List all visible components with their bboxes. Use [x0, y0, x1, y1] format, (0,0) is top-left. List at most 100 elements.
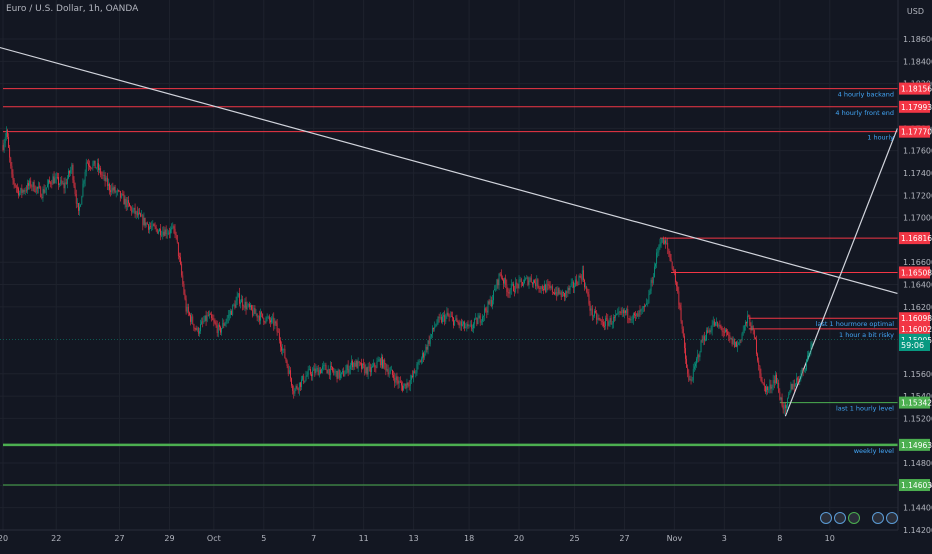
time-tick-label: 13: [409, 534, 419, 543]
event-marker-icon[interactable]: [820, 512, 832, 524]
candle-body: [278, 332, 280, 341]
candle-body: [31, 186, 33, 188]
price-tick-label: 1.16400: [903, 281, 932, 290]
candle-body: [91, 167, 93, 169]
candle-body: [520, 279, 522, 282]
candle-body: [657, 251, 659, 253]
candle-body: [743, 325, 745, 331]
candle-body: [337, 369, 339, 379]
candle-body: [419, 361, 421, 363]
currency-label[interactable]: USD: [906, 7, 924, 16]
candle-body: [94, 160, 96, 169]
time-tick-label: 5: [261, 534, 266, 543]
candle-body: [288, 370, 290, 374]
candle-body: [719, 325, 721, 327]
candle-body: [53, 176, 55, 184]
candle-body: [15, 186, 17, 188]
candle-body: [236, 296, 238, 301]
candle-body: [383, 359, 385, 368]
candle-body: [166, 233, 168, 235]
event-markers[interactable]: [820, 512, 862, 526]
event-marker-icon[interactable]: [848, 512, 860, 524]
candle-body: [470, 324, 472, 329]
candle-body: [665, 240, 666, 244]
candle-body: [334, 371, 336, 373]
candle-body: [393, 374, 395, 378]
event-marker-icon[interactable]: [834, 512, 846, 524]
price-tag-label: 1.16002: [901, 325, 932, 334]
candle-body: [47, 184, 48, 188]
candle-body: [607, 318, 609, 326]
candle-body: [93, 160, 95, 164]
candle-body: [253, 307, 255, 316]
candle-body: [165, 229, 167, 235]
candle-body: [569, 286, 571, 291]
candle-body: [140, 213, 141, 217]
candle-body: [316, 368, 318, 369]
symbol-title[interactable]: Euro / U.S. Dollar, 1h, OANDA: [6, 4, 139, 14]
candle-body: [7, 130, 8, 137]
candle-body: [364, 364, 366, 374]
candle-body: [771, 386, 773, 389]
candle-body: [291, 378, 292, 386]
candle-body: [468, 325, 470, 326]
candle-body: [78, 203, 79, 211]
candle-body: [74, 186, 76, 195]
candle-body: [761, 380, 763, 383]
candle-body: [261, 312, 262, 314]
candle-body: [30, 180, 32, 187]
candle-body: [396, 376, 398, 381]
candle-body: [630, 319, 632, 321]
candle-body: [599, 318, 601, 320]
candle-body: [680, 307, 682, 322]
candle-body: [556, 291, 558, 296]
candle-body: [718, 325, 720, 327]
candle-body: [768, 389, 770, 391]
time-tick-label: 29: [164, 534, 174, 543]
candle-body: [44, 189, 46, 193]
candle-body: [129, 203, 130, 207]
candle-body: [646, 303, 648, 305]
candle-body: [331, 366, 332, 367]
candle-body: [386, 369, 388, 371]
candle-body: [604, 326, 605, 327]
event-marker-icon[interactable]: [872, 512, 884, 524]
candle-body: [8, 136, 9, 148]
candle-body: [43, 189, 45, 193]
candle-body: [85, 162, 87, 173]
event-markers-2[interactable]: [872, 512, 900, 526]
candle-body: [146, 222, 148, 225]
candle-body: [524, 279, 525, 284]
candle-body: [515, 282, 517, 292]
candle-body: [670, 258, 672, 262]
candle-body: [700, 340, 702, 353]
candle-body: [705, 340, 706, 341]
candle-body: [280, 340, 281, 347]
candle-body: [745, 321, 746, 326]
candle-body: [474, 318, 476, 324]
plot-background[interactable]: [0, 0, 898, 530]
candle-body: [354, 362, 356, 367]
price-tag-label: 1.15342: [901, 399, 932, 408]
candle-body: [86, 162, 88, 164]
candle-body: [51, 184, 53, 185]
candle-body: [674, 270, 675, 272]
time-tick-label: Nov: [667, 534, 683, 543]
candle-body: [264, 322, 266, 323]
candle-body: [783, 404, 785, 410]
candle-body: [652, 277, 654, 283]
candle-body: [302, 375, 304, 380]
candle-body: [406, 382, 408, 389]
candle-body: [477, 318, 479, 325]
candle-body: [794, 384, 796, 387]
event-marker-icon[interactable]: [886, 512, 898, 524]
candle-body: [546, 284, 548, 293]
candle-body: [503, 279, 504, 284]
candle-body: [469, 324, 471, 326]
candle-body: [72, 164, 74, 181]
candle-body: [717, 321, 719, 327]
candle-body: [627, 308, 629, 319]
level-label: 1 hour a bit risky: [839, 331, 894, 339]
